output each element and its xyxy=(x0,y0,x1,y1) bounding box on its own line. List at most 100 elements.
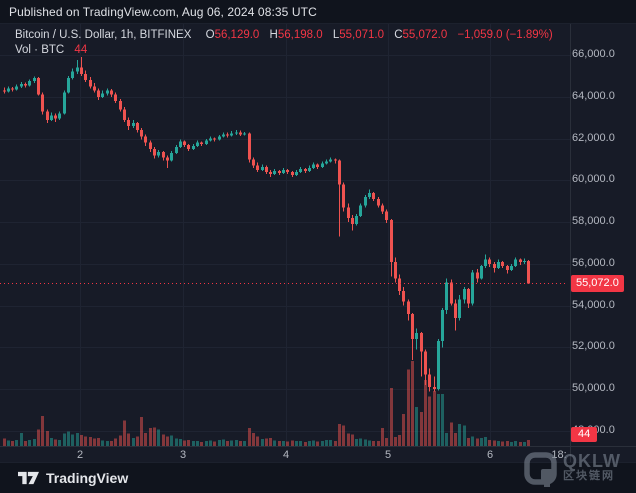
candle xyxy=(114,94,117,101)
volume-bar xyxy=(454,432,457,446)
qklw-logo-icon xyxy=(524,452,557,487)
symbol-title: Bitcoin / U.S. Dollar, 1h, BITFINEX xyxy=(15,29,192,41)
candle xyxy=(480,265,483,279)
volume-bar xyxy=(153,427,156,446)
candle xyxy=(523,260,526,262)
volume-bar xyxy=(519,441,522,446)
candle xyxy=(153,149,156,156)
candle xyxy=(20,84,23,87)
volume-bar xyxy=(33,439,36,446)
candle xyxy=(299,168,302,172)
volume-bar xyxy=(213,441,216,446)
candle xyxy=(450,282,453,304)
volume-bar xyxy=(15,439,18,446)
candle xyxy=(385,211,388,221)
candle xyxy=(183,141,186,145)
volume-bar xyxy=(424,380,427,446)
time-axis-label: 4 xyxy=(282,449,290,461)
candle xyxy=(269,171,272,175)
volume-bar xyxy=(110,440,113,446)
candle xyxy=(428,374,431,388)
volume-bar xyxy=(20,432,23,446)
volume-bar xyxy=(144,432,147,446)
volume-bar xyxy=(493,440,496,446)
candle xyxy=(527,261,530,284)
candle xyxy=(80,67,83,74)
published-bar: Published on TradingView.com, Aug 06, 20… xyxy=(0,0,636,24)
candle xyxy=(394,261,397,279)
candle xyxy=(123,109,126,120)
volume-label: Vol · BTC xyxy=(15,43,65,56)
candle xyxy=(67,77,70,93)
candle xyxy=(368,192,371,198)
watermark-subtitle: 区块链网 xyxy=(563,470,615,482)
volume-bar xyxy=(488,439,491,446)
price-axis-label: 50,000.0 xyxy=(572,382,615,395)
volume-bar xyxy=(7,440,10,446)
candle xyxy=(235,132,238,134)
volume-bar xyxy=(37,429,40,446)
candle xyxy=(239,132,242,135)
candle xyxy=(218,136,221,140)
close-value: 55,072.0 xyxy=(402,29,448,41)
time-axis-label: 5 xyxy=(384,449,392,461)
volume-bar xyxy=(132,437,135,446)
volume-bar xyxy=(351,434,354,446)
price-axis-label: 56,000.0 xyxy=(572,256,615,269)
candle xyxy=(265,166,268,172)
candle xyxy=(33,77,36,82)
candle xyxy=(192,145,195,150)
volume-bar xyxy=(123,420,126,446)
candle xyxy=(325,161,328,164)
volume-bar xyxy=(226,441,229,446)
volume-bar xyxy=(415,406,418,446)
candle xyxy=(132,122,135,127)
volume-bar xyxy=(239,440,242,446)
candle xyxy=(445,282,448,310)
volume-bar xyxy=(222,439,225,446)
candle xyxy=(488,259,491,264)
candle xyxy=(454,303,457,319)
volume-bar xyxy=(166,436,169,446)
candle xyxy=(84,73,87,81)
volume-bar xyxy=(342,425,345,446)
candle xyxy=(308,167,311,171)
candle xyxy=(476,272,479,279)
volume-bar xyxy=(127,433,130,446)
volume-bar xyxy=(316,441,319,446)
low-value: 55,071.0 xyxy=(339,29,384,41)
change-value: −1,059.0 (−1.89%) xyxy=(457,29,553,41)
candle xyxy=(119,100,122,110)
volume-bar xyxy=(162,434,165,446)
candle xyxy=(175,146,178,154)
volume-value: 44 xyxy=(74,43,88,56)
candle xyxy=(28,81,31,86)
candle xyxy=(463,288,466,300)
volume-bar xyxy=(390,387,393,446)
low-label: L xyxy=(332,29,340,41)
candle xyxy=(493,263,496,269)
volume-bar xyxy=(286,441,289,446)
candle xyxy=(411,314,414,340)
candle xyxy=(261,166,264,170)
volume-bar xyxy=(347,433,350,446)
volume-bar xyxy=(523,442,526,446)
volume-bar xyxy=(471,436,474,446)
volume-bar xyxy=(514,441,517,446)
price-axis-label: 66,000.0 xyxy=(572,48,615,60)
candle xyxy=(282,169,285,174)
candle xyxy=(209,138,212,141)
tradingview-attribution-link[interactable]: TradingView xyxy=(18,470,128,486)
volume-bar xyxy=(3,438,6,446)
volume-bar xyxy=(295,441,298,446)
candle xyxy=(506,265,509,271)
volume-bar xyxy=(433,391,436,446)
candle xyxy=(497,261,500,269)
volume-bar xyxy=(355,439,358,446)
volume-bar xyxy=(183,440,186,446)
volume-bar xyxy=(299,440,302,446)
candle xyxy=(286,169,289,172)
volume-bar xyxy=(497,440,500,446)
candle xyxy=(213,138,216,140)
candle xyxy=(230,133,233,136)
